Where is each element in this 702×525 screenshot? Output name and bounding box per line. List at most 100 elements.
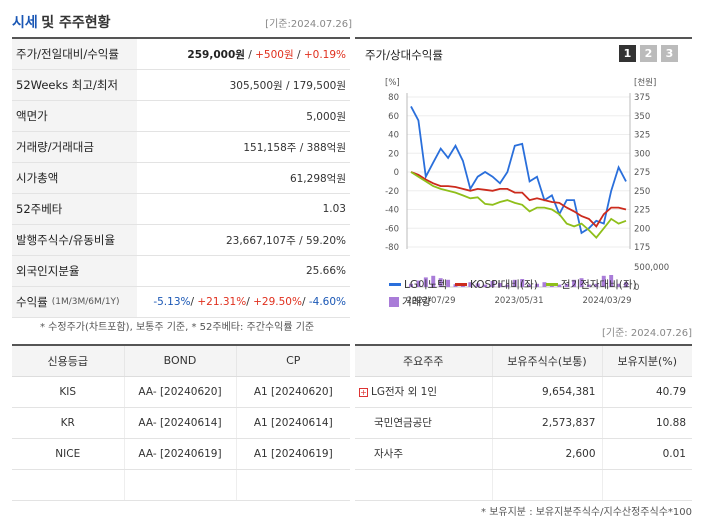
volume-bar xyxy=(572,279,577,287)
right-tick-label: 225 xyxy=(634,206,650,216)
left-axis-unit: [%] xyxy=(385,78,400,88)
summary-value-part: / xyxy=(190,296,198,308)
summary-label: 52주베타 xyxy=(12,194,137,224)
volume-bar xyxy=(557,284,562,287)
chart-page-2[interactable]: 2 xyxy=(640,45,657,62)
volume-bar xyxy=(586,284,591,287)
volume-bar xyxy=(505,284,510,287)
legend-item: 거래량 xyxy=(389,294,431,309)
plus-square-icon[interactable]: + xyxy=(359,387,368,397)
summary-label: 주가/전일대비/수익률 xyxy=(12,39,137,69)
left-tick-label: -80 xyxy=(385,243,399,253)
holder-pct: 0.01 xyxy=(602,438,692,470)
holder-name-cell[interactable]: + LG전자 외 1인 xyxy=(355,376,493,408)
summary-value-part: 1.03 xyxy=(322,203,346,215)
summary-label: 발행주식수/유동비율 xyxy=(12,225,137,255)
right-tick-label: 250 xyxy=(634,187,650,197)
summary-value-part: 23,667,107주 / 59.20% xyxy=(225,234,346,247)
chart-page-3[interactable]: 3 xyxy=(661,45,678,62)
price-summary-table: 주가/전일대비/수익률 259,000원 / +500원 / +0.19% 52We… xyxy=(12,37,350,318)
holder-shares xyxy=(492,469,603,501)
chart-page-1[interactable]: 1 xyxy=(619,45,636,62)
right-tick-label: 350 xyxy=(634,112,650,122)
volume-tick-label: 500,000 xyxy=(634,263,669,273)
credit-cell: A1 [20240619] xyxy=(236,438,350,470)
series-line xyxy=(410,171,627,239)
volume-bar xyxy=(512,279,517,287)
summary-label: 외국인지분율 xyxy=(12,256,137,286)
holders-header: 보유주식수(보통) xyxy=(492,345,603,377)
volume-bar xyxy=(535,283,540,287)
volume-bar xyxy=(483,284,488,287)
summary-value-part: 259,000원 xyxy=(187,48,245,61)
summary-label: 수익률 (1M/3M/6M/1Y) xyxy=(12,287,137,317)
legend-label: KOSPI대비(좌) xyxy=(469,279,538,291)
summary-label-text: 52Weeks 최고/최저 xyxy=(16,78,118,92)
volume-bar xyxy=(409,283,413,287)
table-row xyxy=(355,469,692,501)
credit-cell: A1 [20240614] xyxy=(236,407,350,439)
credit-cell: A1 [20240620] xyxy=(236,376,350,408)
volume-bar xyxy=(527,284,532,287)
summary-label: 52Weeks 최고/최저 xyxy=(12,70,137,100)
summary-row: 시가총액 61,298억원 xyxy=(12,163,350,194)
summary-label: 시가총액 xyxy=(12,163,137,193)
section-title: 시세 xyxy=(12,15,38,31)
summary-row: 액면가 5,000원 xyxy=(12,101,350,132)
left-tick-label: 80 xyxy=(388,93,399,103)
summary-row: 주가/전일대비/수익률 259,000원 / +500원 / +0.19% xyxy=(12,39,350,70)
volume-bar xyxy=(564,283,569,287)
x-tick-label: 2023/05/31 xyxy=(495,296,544,305)
volume-bar xyxy=(438,278,443,287)
volume-bar xyxy=(431,275,436,287)
stock-chart: [%] [천원]806040200-20-40-60-80375350325300… xyxy=(385,77,669,305)
summary-label-text: 52주베타 xyxy=(16,202,63,216)
volume-bar xyxy=(594,283,599,287)
volume-bar xyxy=(490,281,495,287)
series-line xyxy=(410,171,627,228)
section-subtitle: 및 주주현황 xyxy=(41,15,111,31)
holder-name: LG전자 외 1인 xyxy=(371,386,437,398)
table-row: NICE AA- [20240619] A1 [20240619] xyxy=(12,438,350,470)
asof-date: [기준:2024.07.26] xyxy=(265,19,352,30)
volume-bar xyxy=(616,283,621,287)
table-row: 국민연금공단 2,573,837 10.88 xyxy=(355,407,692,439)
summary-value-part: 305,500원 / 179,500원 xyxy=(229,79,346,92)
holder-pct xyxy=(602,469,692,501)
holder-name-cell: 국민연금공단 xyxy=(355,407,493,439)
volume-bar xyxy=(475,283,480,287)
holder-shares: 9,654,381 xyxy=(492,376,603,408)
summary-value-part: / xyxy=(293,48,304,61)
right-tick-label: 175 xyxy=(634,243,650,253)
legend-swatch xyxy=(454,283,467,286)
credit-cell xyxy=(12,469,125,501)
summary-value: 1.03 xyxy=(137,203,350,215)
chart-legend: LG이노텍 KOSPI대비(좌) 전기전자대비(좌) 거래량 xyxy=(389,277,689,311)
credit-header: CP xyxy=(236,345,350,377)
series-line xyxy=(410,105,627,235)
summary-label-text: 시가총액 xyxy=(16,171,59,185)
summary-value: 61,298억원 xyxy=(137,171,350,186)
volume-bar xyxy=(609,275,614,287)
summary-value-part: 151,158주 / 388억원 xyxy=(243,141,346,154)
volume-tick-label: 0 xyxy=(634,283,639,293)
right-tick-label: 375 xyxy=(634,93,650,103)
table-row: KR AA- [20240614] A1 [20240614] xyxy=(12,407,350,439)
credit-cell: NICE xyxy=(12,438,125,470)
summary-value: 5,000원 xyxy=(137,109,350,124)
summary-value-part: +29.50% xyxy=(253,296,302,308)
summary-value: 259,000원 / +500원 / +0.19% xyxy=(137,47,350,62)
holder-name-cell xyxy=(355,469,493,501)
holder-name: 자사주 xyxy=(374,448,403,460)
summary-label-text: 액면가 xyxy=(16,109,48,123)
credit-cell: AA- [20240614] xyxy=(124,407,237,439)
right-tick-label: 275 xyxy=(634,168,650,178)
volume-bar xyxy=(601,275,606,287)
summary-value: 151,158주 / 388억원 xyxy=(137,140,350,155)
summary-value: 25.66% xyxy=(137,265,350,277)
summary-label: 거래량/거래대금 xyxy=(12,132,137,162)
summary-label: 액면가 xyxy=(12,101,137,131)
legend-item: 전기전자대비(좌) xyxy=(545,277,637,292)
credit-cell xyxy=(124,469,237,501)
credit-header: 신용등급 xyxy=(12,345,125,377)
